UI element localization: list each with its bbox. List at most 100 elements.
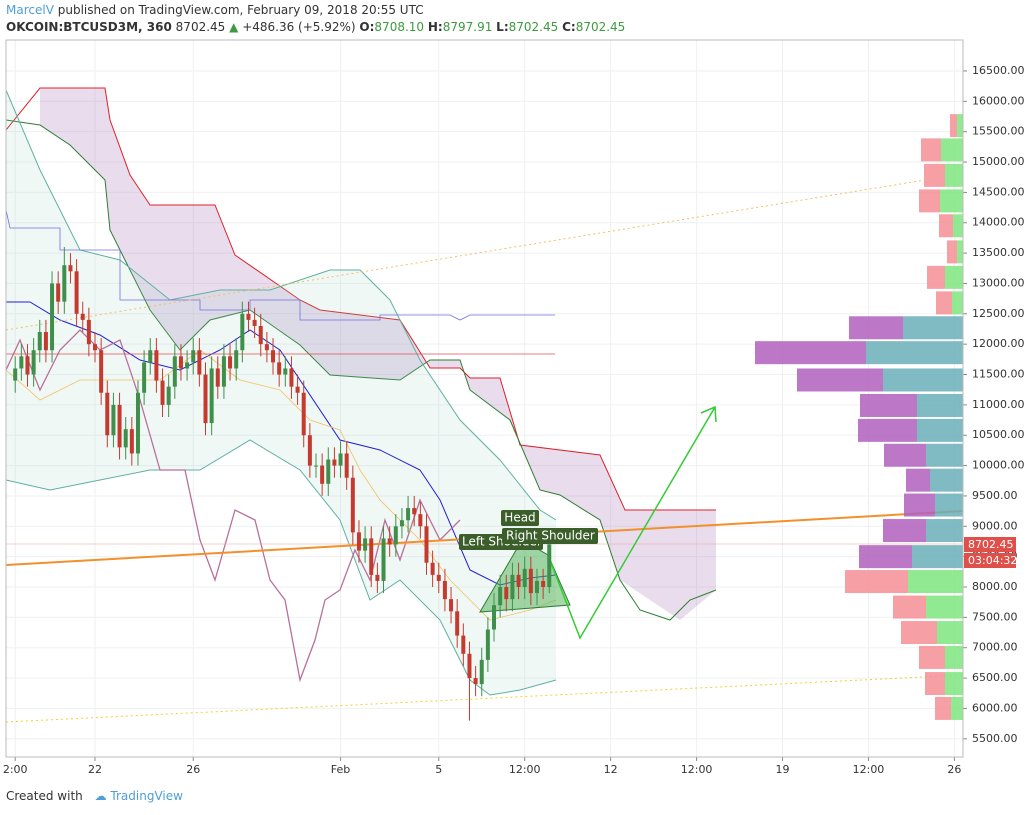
profile-bar <box>925 672 945 696</box>
candle-body <box>191 350 196 363</box>
profile-bar <box>937 621 963 645</box>
profile-bar <box>957 240 963 264</box>
x-tick-label: 12:00 <box>509 763 541 776</box>
profile-bar <box>921 138 941 162</box>
profile-bar <box>797 368 883 392</box>
chart-border <box>5 39 964 758</box>
x-tick-label: 12:00 <box>681 763 713 776</box>
y-tick-label: 6500.00 <box>972 671 1018 684</box>
candle-body <box>240 313 245 351</box>
cloud-lower <box>5 119 717 621</box>
y-tick-label: 14000.00 <box>972 216 1025 229</box>
candle-body <box>467 653 472 679</box>
profile-bar <box>858 418 917 442</box>
candle-body <box>160 380 165 405</box>
candle-body <box>209 368 214 424</box>
o-label: O: <box>359 20 375 34</box>
candle-body <box>301 392 306 436</box>
profile-bar <box>917 418 963 442</box>
brand[interactable]: TradingView <box>110 789 183 803</box>
candle-body <box>93 344 98 351</box>
header: MarcelV published on TradingView.com, Fe… <box>6 3 626 34</box>
candle-body <box>326 459 331 484</box>
candle-body <box>197 350 202 375</box>
profile-bar <box>904 493 935 517</box>
candle-body <box>320 465 325 484</box>
dotted-trend-upper <box>5 179 926 331</box>
profile-bar <box>935 493 963 517</box>
candle-body <box>406 508 411 521</box>
y-tick-label: 15500.00 <box>972 125 1025 138</box>
candle-body <box>264 344 269 351</box>
candle-body <box>111 404 116 436</box>
candle-body <box>80 313 85 320</box>
base-line <box>5 209 555 321</box>
candle-body <box>350 477 355 533</box>
profile-bar <box>845 570 908 594</box>
profile-bar <box>945 672 963 696</box>
candle-body <box>105 392 110 436</box>
y-tick-label: 14500.00 <box>972 185 1025 198</box>
profile-bar <box>951 696 963 720</box>
profile-bar <box>950 114 957 138</box>
profile-bar <box>884 443 926 467</box>
profile-bar <box>947 240 957 264</box>
candle-body <box>424 526 429 563</box>
x-tick-label: 12:00 <box>853 763 885 776</box>
profile-bar <box>912 545 963 569</box>
candle-body <box>369 538 374 575</box>
candle-body <box>307 435 312 466</box>
volume-profile <box>755 114 963 720</box>
profile-bar <box>957 114 963 138</box>
candle-body <box>498 587 503 606</box>
candle-body <box>37 332 42 351</box>
y-tick-label: 9500.00 <box>972 489 1018 502</box>
profile-bar <box>860 393 917 417</box>
profile-bar <box>953 214 963 238</box>
profile-bar <box>945 645 963 669</box>
candle-body <box>387 538 392 545</box>
candle-body <box>203 374 208 424</box>
profile-bar <box>939 214 953 238</box>
candle-body <box>25 356 30 375</box>
change: +486.36 (+5.92%) <box>242 20 356 34</box>
candle-body <box>485 629 490 660</box>
profile-bar <box>893 595 926 619</box>
lagging-line-2 <box>5 349 557 621</box>
y-tick-label: 12000.00 <box>972 337 1025 350</box>
price-label: 8702.45 <box>968 538 1014 551</box>
tenkan-line <box>6 301 557 586</box>
projection-arrow <box>547 406 716 640</box>
profile-bar <box>866 341 963 365</box>
author[interactable]: MarcelV <box>6 3 54 17</box>
candle-body <box>117 404 122 448</box>
candle-body <box>344 453 349 478</box>
candle-body <box>332 459 337 466</box>
candle-body <box>356 532 361 551</box>
y-tick-label: 10000.00 <box>972 459 1025 472</box>
profile-bar <box>927 265 945 289</box>
candle-body <box>68 265 73 272</box>
h-value: 8797.91 <box>442 20 493 34</box>
profile-bar <box>945 163 963 187</box>
price-label-box <box>964 537 1016 552</box>
candle-body <box>393 526 398 545</box>
y-tick-label: 11500.00 <box>972 368 1025 381</box>
y-tick-label: 12500.00 <box>972 307 1025 320</box>
candle-body <box>510 574 515 600</box>
profile-bar <box>917 393 963 417</box>
candle-body <box>19 356 24 369</box>
candle-body <box>178 356 183 369</box>
candle-body <box>461 635 466 654</box>
lagging-line <box>5 329 461 683</box>
profile-bar <box>919 645 945 669</box>
candle-body <box>479 659 484 685</box>
y-tick-label: 16000.00 <box>972 94 1025 107</box>
candle-body <box>246 313 251 320</box>
candle-body <box>62 265 67 302</box>
candle-body <box>516 574 521 588</box>
candle-body <box>258 325 263 345</box>
profile-bar <box>883 368 963 392</box>
